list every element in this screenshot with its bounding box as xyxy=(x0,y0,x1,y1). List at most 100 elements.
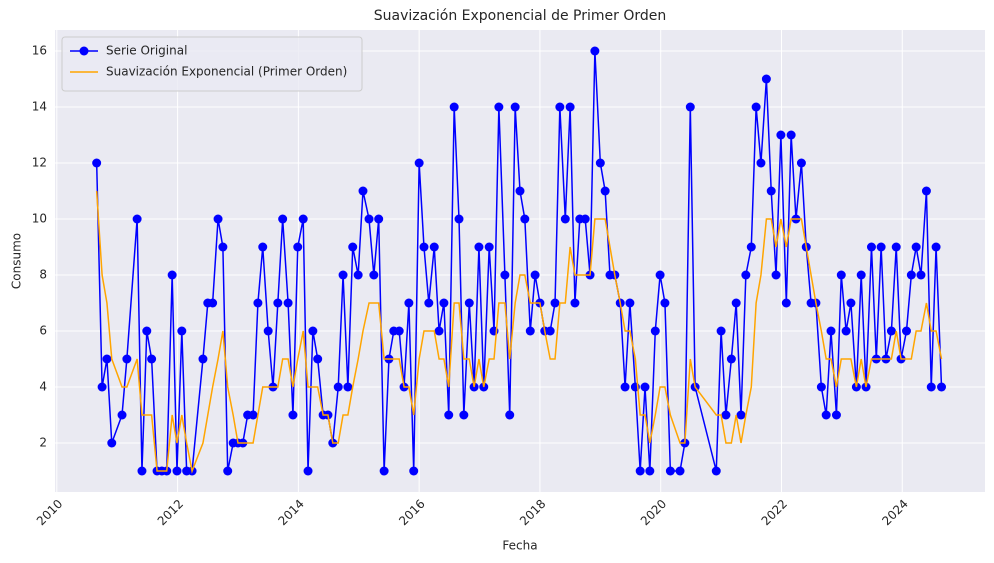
data-point xyxy=(520,214,530,224)
data-point xyxy=(721,410,731,420)
data-point xyxy=(474,242,484,252)
data-point xyxy=(348,242,358,252)
data-point xyxy=(419,242,429,252)
y-tick-label: 10 xyxy=(32,212,47,226)
data-point xyxy=(761,74,771,84)
data-point xyxy=(620,382,630,392)
y-axis-label: Consumo xyxy=(10,233,24,289)
data-point xyxy=(137,466,147,476)
data-point xyxy=(530,270,540,280)
data-point xyxy=(771,270,781,280)
data-point xyxy=(555,102,565,112)
data-point xyxy=(97,382,107,392)
data-point xyxy=(374,214,384,224)
data-point xyxy=(836,270,846,280)
data-point xyxy=(891,242,901,252)
data-point xyxy=(308,326,318,336)
data-point xyxy=(876,242,886,252)
data-point xyxy=(926,382,936,392)
data-point xyxy=(198,354,208,364)
data-point xyxy=(515,186,525,196)
data-point xyxy=(525,326,535,336)
data-point xyxy=(906,270,916,280)
data-point xyxy=(303,466,313,476)
data-point xyxy=(545,326,555,336)
chart-title: Suavización Exponencial de Primer Orden xyxy=(374,8,667,24)
data-point xyxy=(741,270,751,280)
data-point xyxy=(208,298,218,308)
data-point xyxy=(394,326,404,336)
data-point xyxy=(364,214,374,224)
data-point xyxy=(846,298,856,308)
data-point xyxy=(625,298,635,308)
data-point xyxy=(102,354,112,364)
legend-label: Serie Original xyxy=(106,44,187,58)
x-tick-label: 2016 xyxy=(396,497,427,528)
data-point xyxy=(640,382,650,392)
data-point xyxy=(424,298,434,308)
data-point xyxy=(931,242,941,252)
data-point xyxy=(248,410,258,420)
data-point xyxy=(921,186,931,196)
data-point xyxy=(911,242,921,252)
y-tick-label: 2 xyxy=(39,436,47,450)
x-axis-label: Fecha xyxy=(502,539,537,553)
data-point xyxy=(570,298,580,308)
y-tick-label: 14 xyxy=(32,100,47,114)
data-point xyxy=(358,186,368,196)
data-point xyxy=(464,298,474,308)
data-point xyxy=(353,270,363,280)
data-point xyxy=(313,354,323,364)
x-tick-label: 2010 xyxy=(34,497,65,528)
data-point xyxy=(434,326,444,336)
y-tick-label: 6 xyxy=(39,324,47,338)
x-tick-label: 2018 xyxy=(517,497,548,528)
data-point xyxy=(258,242,268,252)
data-point xyxy=(685,102,695,112)
data-point xyxy=(338,270,348,280)
data-point xyxy=(278,214,288,224)
y-tick-label: 12 xyxy=(32,156,47,170)
data-point xyxy=(404,298,414,308)
data-point xyxy=(409,466,419,476)
data-point xyxy=(117,410,127,420)
data-point xyxy=(821,410,831,420)
data-point xyxy=(177,326,187,336)
data-point xyxy=(776,130,786,140)
x-tick-label: 2014 xyxy=(275,497,306,528)
data-point xyxy=(550,298,560,308)
data-point xyxy=(147,354,157,364)
data-point xyxy=(273,298,283,308)
legend-marker xyxy=(79,46,89,56)
data-point xyxy=(107,438,117,448)
data-point xyxy=(600,186,610,196)
data-point xyxy=(223,466,233,476)
data-point xyxy=(500,270,510,280)
data-point xyxy=(711,466,721,476)
data-point xyxy=(816,382,826,392)
data-point xyxy=(429,242,439,252)
series-line xyxy=(95,50,943,472)
data-point xyxy=(756,158,766,168)
data-point xyxy=(218,242,228,252)
data-point xyxy=(439,298,449,308)
data-point xyxy=(751,102,761,112)
data-point xyxy=(831,410,841,420)
data-point xyxy=(645,466,655,476)
data-point xyxy=(333,382,343,392)
data-point xyxy=(167,270,177,280)
data-point xyxy=(841,326,851,336)
x-tick-label: 2012 xyxy=(155,497,186,528)
data-point xyxy=(414,158,424,168)
data-point xyxy=(716,326,726,336)
data-point xyxy=(494,102,504,112)
data-point xyxy=(781,298,791,308)
data-point xyxy=(786,130,796,140)
data-point xyxy=(283,298,293,308)
x-tick-label: 2024 xyxy=(879,497,910,528)
data-point xyxy=(92,158,102,168)
data-point xyxy=(746,242,756,252)
data-point xyxy=(560,214,570,224)
plot-area xyxy=(55,30,985,492)
